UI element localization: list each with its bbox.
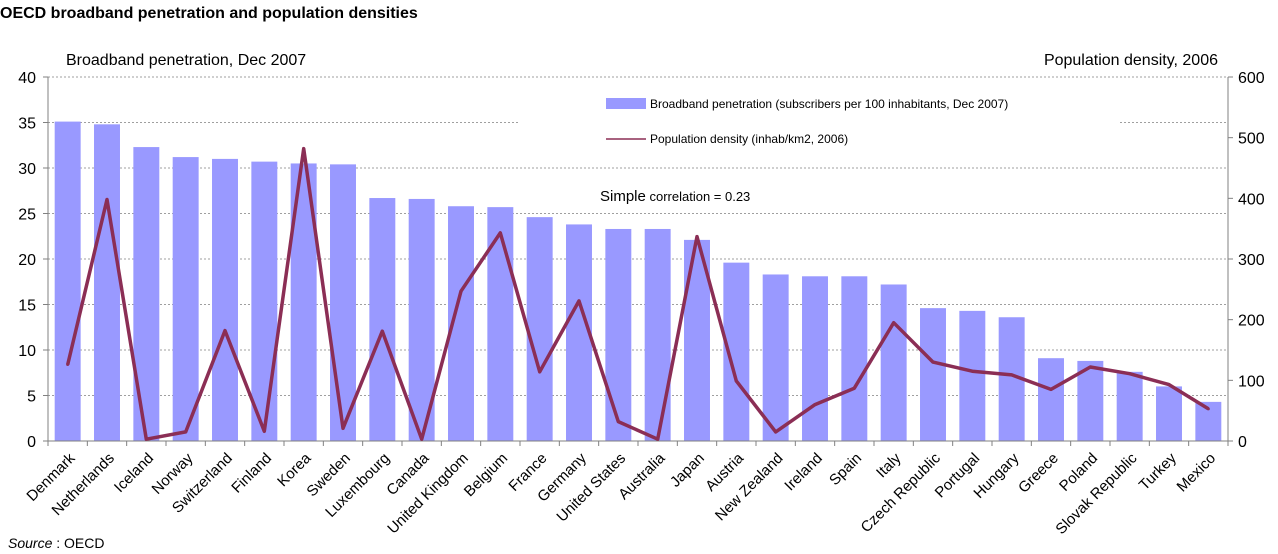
left-tick-label: 30 (18, 161, 36, 178)
density-point (66, 363, 70, 367)
x-tick-label: Finland (228, 450, 275, 497)
chart-title: OECD broadband penetration and populatio… (0, 5, 418, 22)
density-point (616, 420, 620, 424)
density-point (852, 386, 856, 390)
density-point (1128, 372, 1132, 376)
density-point (1167, 383, 1171, 387)
density-point (695, 235, 699, 239)
line-series (65, 146, 1210, 441)
bar (330, 164, 356, 442)
legend: Broadband penetration (subscribers per 1… (520, 85, 1120, 155)
x-tick-label: Spain (826, 450, 865, 489)
density-point (302, 147, 306, 151)
bar (526, 217, 553, 441)
legend-line-label: Population density (inhab/km2, 2006) (650, 132, 848, 146)
x-tick-label: Belgium (461, 450, 511, 500)
bar (880, 284, 907, 441)
density-point (538, 370, 542, 374)
left-tick-label: 10 (18, 343, 36, 360)
density-point (105, 198, 109, 202)
left-tick-label: 5 (27, 389, 36, 406)
legend-bar-label: Broadband penetration (subscribers per 1… (650, 97, 1008, 111)
density-point (380, 329, 384, 333)
bar (172, 157, 199, 441)
bar (487, 207, 514, 441)
density-point (223, 329, 227, 333)
left-tick-label: 40 (18, 70, 36, 87)
density-point (970, 369, 974, 373)
legend-bar-swatch (606, 98, 646, 109)
right-tick-label: 100 (1238, 373, 1265, 390)
density-point (184, 430, 188, 434)
correlation-annotation: Simple correlation = 0.23 (600, 188, 750, 205)
right-tick-label: 400 (1238, 191, 1265, 208)
right-tick-label: 600 (1238, 70, 1265, 87)
bar (251, 161, 278, 441)
right-tick-label: 500 (1238, 131, 1265, 148)
density-point (1049, 387, 1053, 391)
left-tick-label: 15 (18, 298, 36, 315)
density-point (813, 403, 817, 407)
left-axis-title: Broadband penetration, Dec 2007 (66, 52, 307, 69)
x-tick-label: Italy (873, 449, 905, 481)
right-tick-label: 200 (1238, 313, 1265, 330)
bar (1116, 371, 1143, 441)
source-value: OECD (64, 535, 105, 551)
bar (1077, 360, 1104, 441)
x-tick-label: Turkey (1136, 449, 1180, 493)
correlation-prefix: Simple (600, 188, 646, 205)
density-point (892, 321, 896, 325)
bar (762, 274, 789, 441)
x-tick-label: Ireland (781, 450, 825, 494)
left-tick-label: 35 (18, 116, 36, 133)
bar (920, 308, 946, 441)
density-point (931, 360, 935, 364)
density-point (734, 379, 738, 383)
density-line (65, 146, 1210, 441)
right-tick-label: 0 (1238, 434, 1247, 451)
density-point (577, 299, 581, 303)
density-point (262, 429, 266, 433)
bar (802, 276, 828, 441)
bar (54, 121, 81, 441)
bar (605, 228, 632, 441)
bar (959, 310, 986, 441)
bar-series (54, 121, 1222, 442)
bar (1156, 386, 1182, 441)
density-point (420, 437, 424, 441)
left-tick-label: 20 (18, 252, 36, 269)
density-point (341, 426, 345, 430)
left-tick-label: 0 (27, 434, 36, 451)
density-point (1010, 373, 1014, 377)
bar (212, 158, 238, 441)
right-axis-title: Population density, 2006 (1043, 52, 1218, 69)
bar (1038, 358, 1064, 441)
density-point (459, 289, 463, 293)
right-tick-label: 300 (1238, 252, 1265, 269)
density-point (774, 430, 778, 434)
correlation-text: correlation = 0.23 (646, 189, 750, 204)
bar (644, 228, 671, 441)
source-separator: : (52, 535, 65, 551)
density-point (498, 231, 502, 235)
bar (133, 147, 160, 441)
x-tick-label: Mexico (1174, 450, 1220, 496)
x-tick-label: Iceland (111, 450, 157, 496)
density-point (1088, 365, 1092, 369)
axes (43, 76, 1233, 446)
source-note: Source : OECD (8, 535, 104, 551)
left-tick-label: 25 (18, 207, 36, 224)
bar (841, 276, 868, 441)
bar (94, 124, 120, 441)
legend-background (520, 85, 1120, 155)
density-point (144, 437, 148, 441)
x-tick-label: Japan (667, 450, 708, 491)
x-tick-label: Greece (1015, 450, 1062, 497)
source-label: Source (8, 535, 53, 551)
bar (369, 198, 396, 441)
density-point (1206, 407, 1210, 411)
density-point (656, 437, 660, 441)
